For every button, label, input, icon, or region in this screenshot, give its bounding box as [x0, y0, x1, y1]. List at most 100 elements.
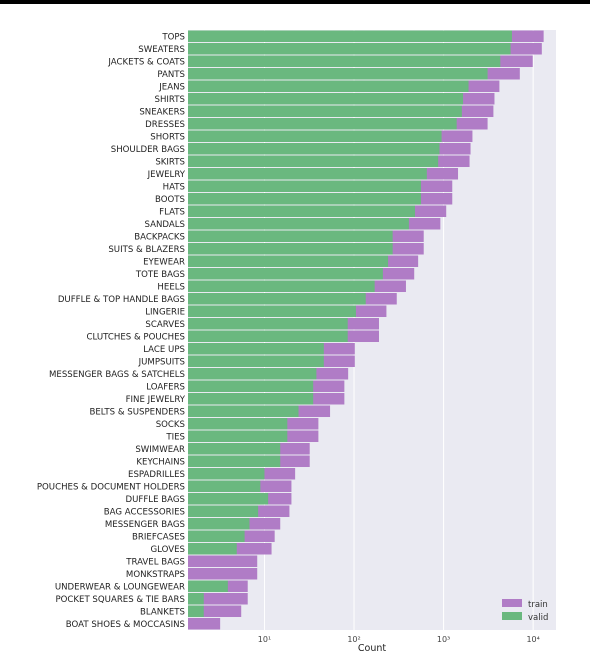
- top-border: [0, 0, 590, 4]
- category-label: LINGERIE: [145, 307, 185, 317]
- bar-valid: [188, 605, 204, 617]
- bar-valid: [188, 493, 269, 505]
- bar-valid: [188, 30, 512, 42]
- bar-valid: [188, 68, 488, 80]
- category-label: SKIRTS: [155, 157, 185, 167]
- bar-valid: [188, 368, 317, 380]
- category-label: SUITS & BLAZERS: [108, 245, 185, 255]
- bar-train: [188, 618, 221, 630]
- category-label: POCKET SQUARES & TIE BARS: [55, 595, 185, 605]
- bar-valid: [188, 180, 422, 192]
- category-label: SWEATERS: [138, 45, 185, 55]
- category-label: SCARVES: [145, 320, 185, 330]
- x-axis-label: Count: [358, 643, 386, 652]
- x-tick-label: 10¹: [258, 635, 271, 644]
- bar-valid: [188, 580, 228, 592]
- category-label: MONKSTRAPS: [126, 570, 185, 580]
- category-label: BELTS & SUSPENDERS: [89, 407, 185, 417]
- bar-valid: [188, 293, 366, 305]
- bar-valid: [188, 230, 393, 242]
- category-label: FINE JEWELRY: [126, 395, 186, 405]
- category-label: BACKPACKS: [134, 232, 185, 242]
- bar-valid: [188, 343, 324, 355]
- bar-valid: [188, 455, 281, 467]
- category-label: SHIRTS: [154, 95, 185, 105]
- bar-valid: [188, 55, 501, 67]
- bar-valid: [188, 118, 457, 130]
- bar-valid: [188, 418, 288, 430]
- bar-valid: [188, 530, 245, 542]
- bar-valid: [188, 355, 324, 367]
- category-label: ESPADRILLES: [128, 470, 185, 480]
- bar-valid: [188, 218, 409, 230]
- bar-valid: [188, 130, 442, 142]
- category-label: LOAFERS: [146, 382, 185, 392]
- category-label: SANDALS: [144, 220, 185, 230]
- category-label: GLOVES: [150, 545, 185, 555]
- x-tick-label: 10²: [347, 635, 360, 644]
- x-tick-label: 10³: [437, 635, 450, 644]
- bar-valid: [188, 393, 314, 405]
- plot-background: [188, 30, 556, 630]
- legend-label-valid: valid: [528, 613, 548, 623]
- category-label: SWIMWEAR: [135, 445, 185, 455]
- category-label: TOTE BAGS: [135, 270, 185, 280]
- category-label: SNEAKERS: [139, 107, 185, 117]
- bar-valid: [188, 280, 375, 292]
- bar-valid: [188, 93, 464, 105]
- category-label: JEWELRY: [147, 170, 186, 180]
- bar-valid: [188, 80, 469, 92]
- bar-valid: [188, 268, 383, 280]
- gridlines: [263, 30, 534, 630]
- category-label: SHOULDER BAGS: [111, 145, 185, 155]
- legend: train valid: [502, 599, 548, 623]
- category-label: MESSENGER BAGS & SATCHELS: [49, 370, 185, 380]
- category-label: MESSENGER BAGS: [105, 520, 185, 530]
- bars: [188, 30, 544, 630]
- category-label: DRESSES: [145, 120, 185, 130]
- bar-valid: [188, 430, 288, 442]
- bar-valid: [188, 405, 299, 417]
- category-label: POUCHES & DOCUMENT HOLDERS: [37, 482, 185, 492]
- category-label: BOOTS: [155, 195, 185, 205]
- category-label: BRIEFCASES: [132, 532, 185, 542]
- legend-label-train: train: [528, 600, 548, 610]
- bar-valid: [188, 543, 237, 555]
- bar-valid: [188, 205, 416, 217]
- category-label: FLATS: [159, 207, 185, 217]
- bar-valid: [188, 505, 259, 517]
- category-label: TOPS: [161, 32, 185, 42]
- bar-valid: [188, 518, 250, 530]
- category-label: BLANKETS: [140, 607, 185, 617]
- bar-valid: [188, 305, 356, 317]
- bar-train: [188, 593, 248, 605]
- legend-swatch-valid: [502, 612, 522, 620]
- bar-valid: [188, 468, 265, 480]
- bar-valid: [188, 443, 281, 455]
- category-label: JUMPSUITS: [138, 357, 185, 367]
- bar-valid: [188, 593, 204, 605]
- bar-valid: [188, 480, 261, 492]
- category-label: KEYCHAINS: [136, 457, 185, 467]
- bar-valid: [188, 143, 440, 155]
- category-label: HEELS: [157, 282, 185, 292]
- category-label: LACE UPS: [143, 345, 185, 355]
- category-label: TIES: [165, 432, 185, 442]
- category-label: JEANS: [158, 82, 185, 92]
- bar-valid: [188, 243, 393, 255]
- bar-train: [188, 555, 258, 567]
- bar-valid: [188, 330, 348, 342]
- category-label: SOCKS: [156, 420, 185, 430]
- category-label: HATS: [163, 182, 185, 192]
- bar-valid: [188, 380, 314, 392]
- bar-train: [188, 568, 258, 580]
- x-tick-label: 10⁴: [526, 635, 539, 644]
- bar-valid: [188, 155, 439, 167]
- category-label: DUFFLE & TOP HANDLE BAGS: [58, 295, 185, 305]
- category-label: DUFFLE BAGS: [126, 495, 185, 505]
- category-label: TRAVEL BAGS: [125, 557, 185, 567]
- category-label: BOAT SHOES & MOCCASINS: [66, 620, 185, 630]
- category-label: PANTS: [157, 70, 185, 80]
- category-label: EYEWEAR: [143, 257, 185, 267]
- bar-valid: [188, 318, 348, 330]
